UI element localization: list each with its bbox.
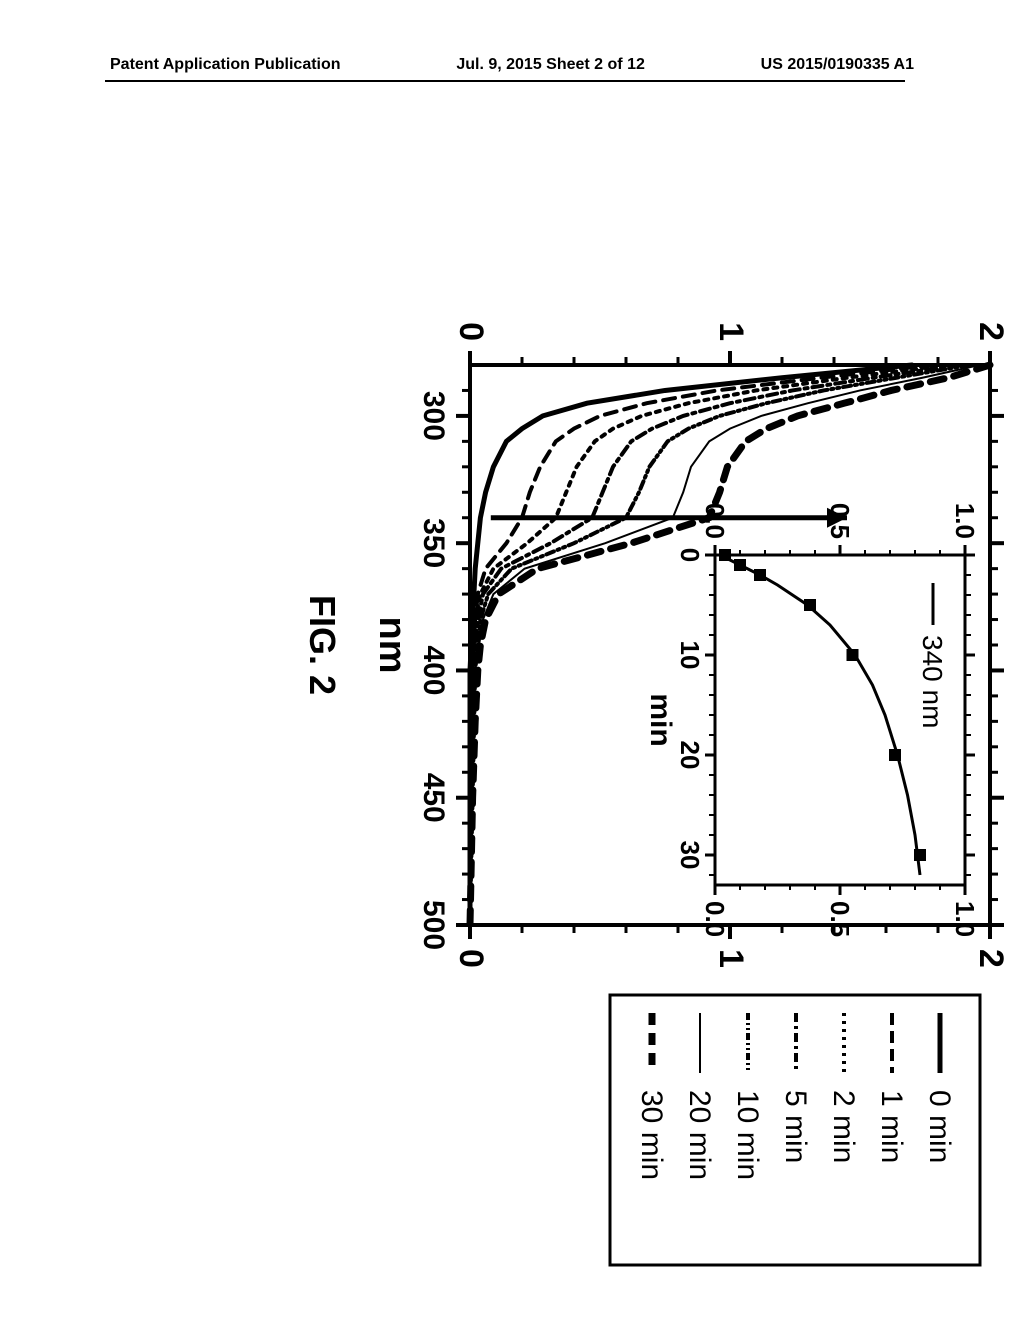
svg-text:20: 20 xyxy=(675,741,705,770)
svg-text:1 min: 1 min xyxy=(875,1090,908,1163)
svg-text:1: 1 xyxy=(712,322,750,341)
svg-text:400: 400 xyxy=(417,645,450,695)
svg-text:0.0: 0.0 xyxy=(700,901,730,937)
chart-svg: 300350400450500001122nm01020300.00.00.50… xyxy=(280,295,1020,1325)
svg-text:1: 1 xyxy=(712,949,750,968)
svg-text:5 min: 5 min xyxy=(779,1090,812,1163)
svg-text:2: 2 xyxy=(972,322,1010,341)
svg-text:min: min xyxy=(644,693,677,746)
svg-text:0.5: 0.5 xyxy=(825,901,855,937)
svg-text:nm: nm xyxy=(371,617,413,674)
svg-text:0.0: 0.0 xyxy=(700,503,730,539)
svg-text:FIG. 2: FIG. 2 xyxy=(302,595,343,695)
svg-text:0: 0 xyxy=(452,949,490,968)
svg-text:0.5: 0.5 xyxy=(825,503,855,539)
header-center: Jul. 9, 2015 Sheet 2 of 12 xyxy=(456,56,645,74)
svg-text:500: 500 xyxy=(417,900,450,950)
svg-text:20 min: 20 min xyxy=(683,1090,716,1180)
svg-text:0: 0 xyxy=(675,548,705,562)
header-right: US 2015/0190335 A1 xyxy=(761,56,914,74)
page-header: Patent Application Publication Jul. 9, 2… xyxy=(0,56,1024,74)
svg-text:0 min: 0 min xyxy=(923,1090,956,1163)
svg-text:30 min: 30 min xyxy=(635,1090,668,1180)
svg-text:1.0: 1.0 xyxy=(950,503,980,539)
svg-text:340 nm: 340 nm xyxy=(917,635,948,728)
figure-2: 300350400450500001122nm01020300.00.00.50… xyxy=(0,295,1020,1035)
svg-text:0: 0 xyxy=(452,322,490,341)
svg-text:350: 350 xyxy=(417,518,450,568)
header-left: Patent Application Publication xyxy=(110,56,341,74)
svg-text:10 min: 10 min xyxy=(731,1090,764,1180)
svg-text:2 min: 2 min xyxy=(827,1090,860,1163)
svg-text:2: 2 xyxy=(972,949,1010,968)
svg-text:30: 30 xyxy=(675,841,705,870)
svg-text:10: 10 xyxy=(675,641,705,670)
svg-text:300: 300 xyxy=(417,391,450,441)
svg-text:450: 450 xyxy=(417,773,450,823)
svg-text:1.0: 1.0 xyxy=(950,901,980,937)
header-rule xyxy=(105,80,905,82)
